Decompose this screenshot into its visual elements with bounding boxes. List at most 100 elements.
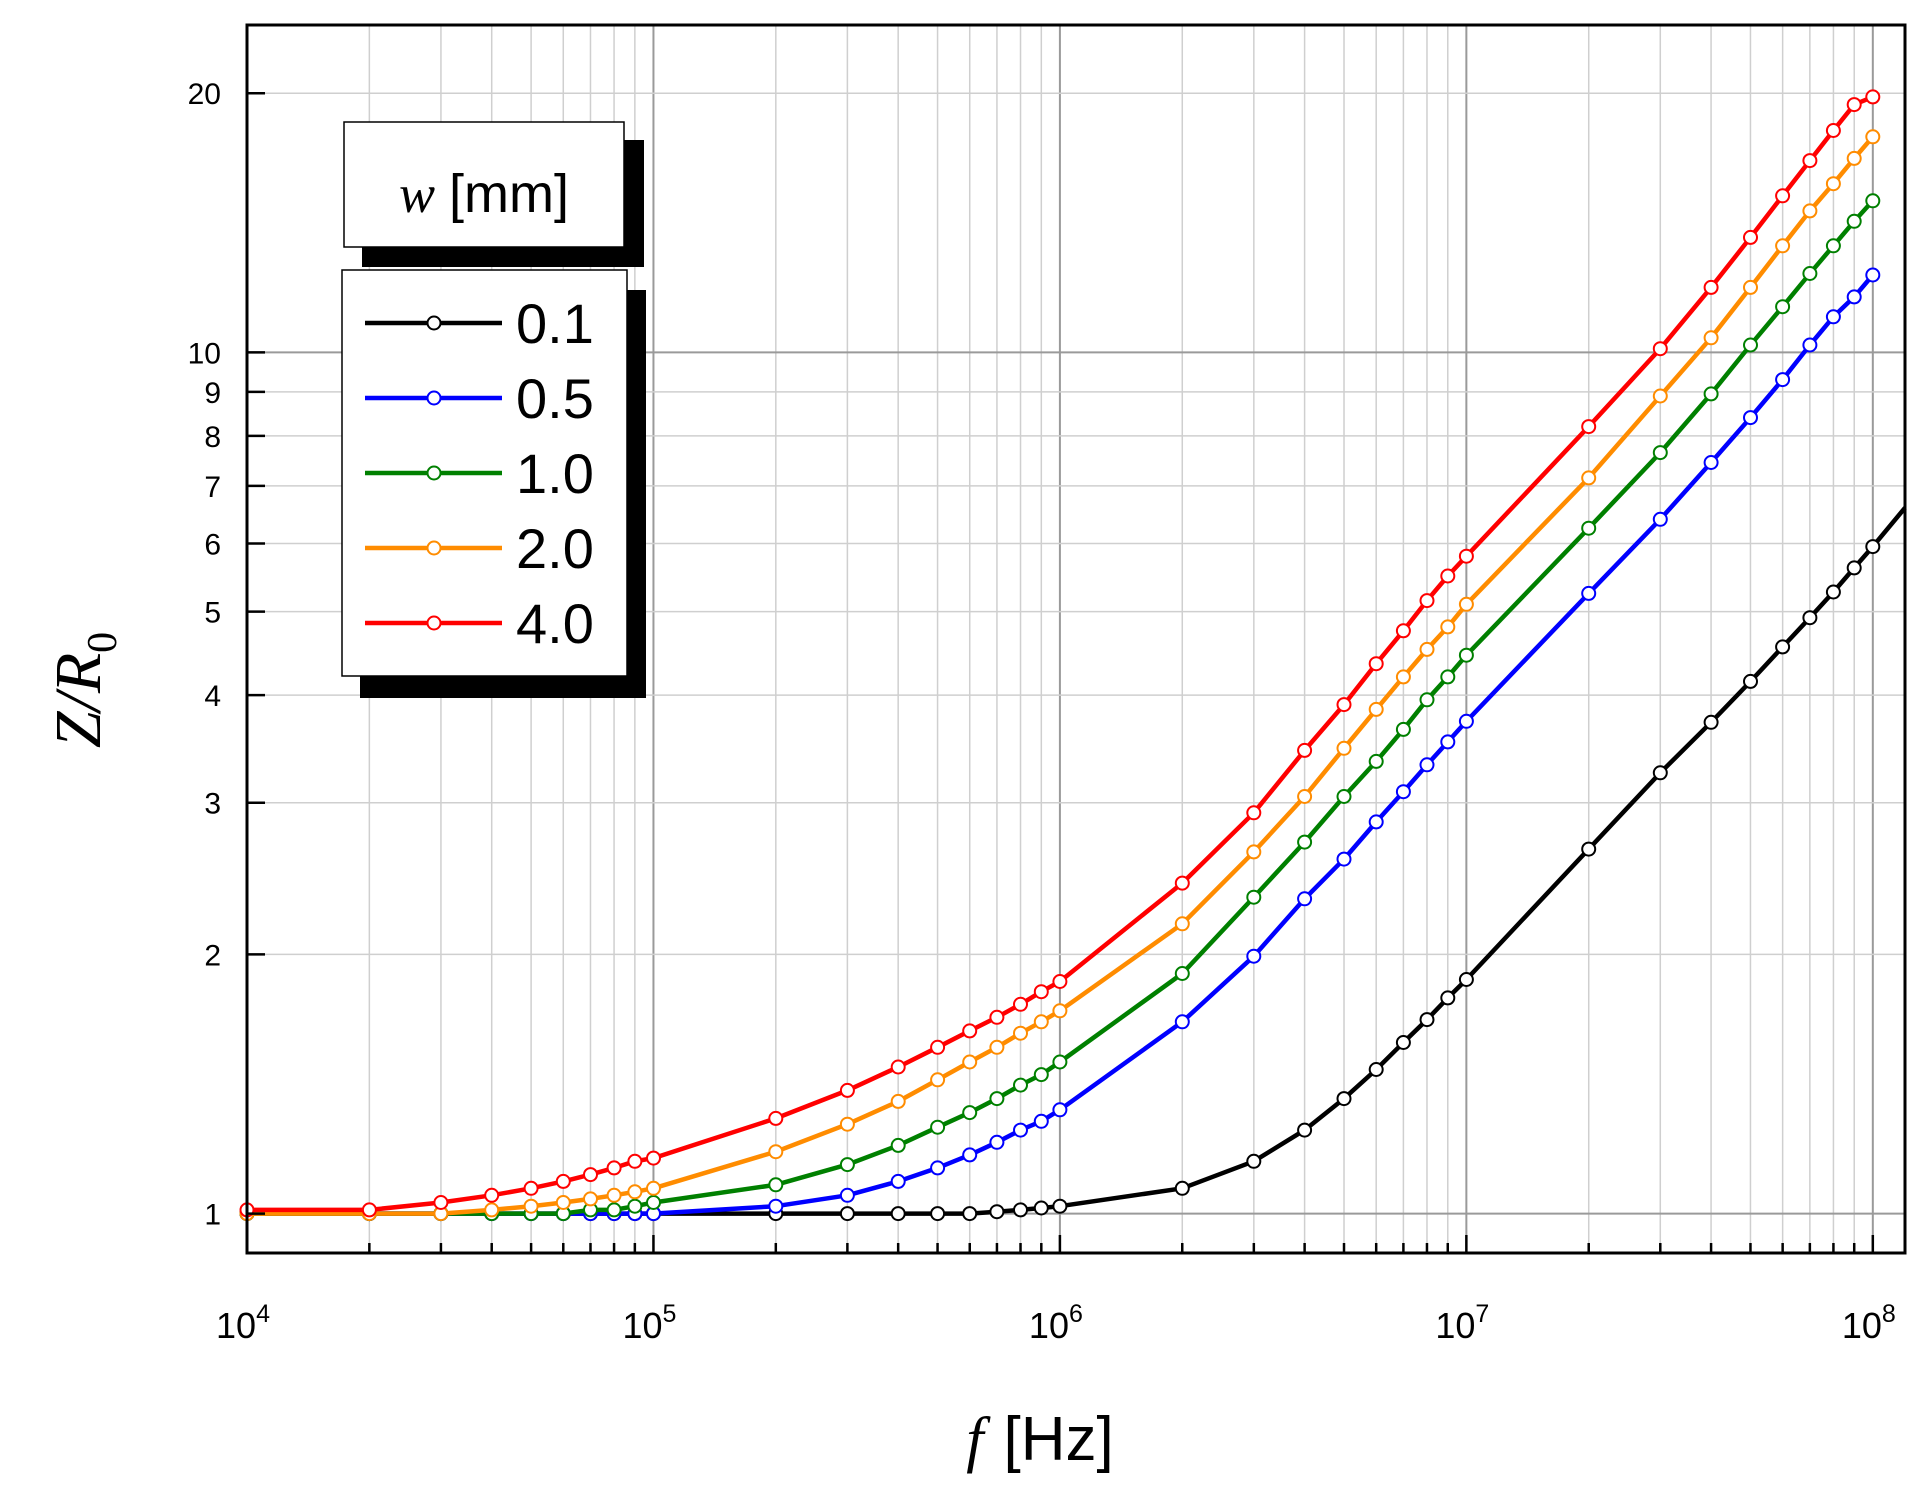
data-point bbox=[627, 1184, 643, 1200]
data-point bbox=[627, 1198, 643, 1214]
data-point bbox=[1174, 916, 1190, 932]
data-point bbox=[989, 1009, 1005, 1025]
data-point bbox=[1775, 188, 1791, 204]
data-point bbox=[1440, 734, 1456, 750]
data-point bbox=[1033, 1113, 1049, 1129]
data-point bbox=[1802, 266, 1818, 281]
data-point bbox=[1033, 1014, 1049, 1030]
data-point bbox=[646, 1180, 661, 1196]
data-point bbox=[1865, 539, 1881, 555]
data-point bbox=[1336, 1091, 1352, 1107]
legend-item: 4.0 bbox=[365, 592, 594, 655]
data-point bbox=[989, 1204, 1005, 1220]
data-point bbox=[1775, 238, 1791, 254]
data-point bbox=[1458, 548, 1474, 564]
data-point bbox=[606, 1160, 622, 1176]
data-point bbox=[606, 1187, 622, 1203]
data-point bbox=[839, 1082, 855, 1098]
data-point bbox=[1368, 753, 1384, 769]
data-point bbox=[1395, 784, 1411, 800]
data-point bbox=[1013, 1025, 1028, 1041]
data-point bbox=[1419, 593, 1435, 609]
data-point bbox=[1297, 742, 1313, 758]
y-axis-title: Z/R0 bbox=[42, 632, 126, 748]
data-point bbox=[1743, 673, 1758, 689]
data-point bbox=[1033, 1200, 1049, 1216]
data-point bbox=[1703, 455, 1719, 470]
data-point bbox=[1652, 445, 1668, 461]
data-point bbox=[1581, 470, 1597, 486]
data-point bbox=[361, 1202, 377, 1218]
data-point bbox=[1802, 203, 1818, 219]
data-point bbox=[1368, 814, 1384, 830]
data-point bbox=[1846, 560, 1862, 576]
data-point bbox=[1013, 996, 1028, 1012]
data-point bbox=[1297, 834, 1313, 850]
y-tick-label: 3 bbox=[204, 788, 221, 821]
data-point bbox=[1419, 692, 1435, 708]
legend-swatch-marker bbox=[426, 615, 442, 631]
x-tick-label: 107 bbox=[1435, 1300, 1489, 1346]
data-point bbox=[1440, 669, 1456, 685]
data-point bbox=[1846, 213, 1862, 229]
data-point bbox=[606, 1202, 622, 1218]
data-point bbox=[1802, 610, 1818, 626]
data-point bbox=[1846, 289, 1862, 305]
legend-label: 4.0 bbox=[516, 592, 594, 655]
legend-item: 0.5 bbox=[365, 367, 594, 430]
x-tick-label: 104 bbox=[216, 1300, 270, 1346]
data-point bbox=[1440, 990, 1456, 1006]
data-point bbox=[930, 1206, 946, 1222]
data-point bbox=[1775, 639, 1791, 655]
legend: w [mm] 0.1 0.5 1.0 2.0 4.0 bbox=[341, 121, 646, 698]
data-point bbox=[1246, 889, 1262, 905]
data-point bbox=[890, 1173, 906, 1189]
data-point bbox=[1336, 697, 1352, 713]
data-point bbox=[523, 1198, 539, 1214]
data-point bbox=[1013, 1202, 1028, 1218]
legend-swatch-marker bbox=[426, 465, 442, 481]
data-point bbox=[768, 1198, 784, 1214]
data-point bbox=[1802, 337, 1818, 353]
x-tick-label: 106 bbox=[1029, 1300, 1083, 1346]
y-tick-label: 8 bbox=[204, 421, 221, 454]
data-point bbox=[1802, 153, 1818, 169]
data-point bbox=[1652, 765, 1668, 781]
data-point bbox=[1033, 984, 1049, 1000]
data-point bbox=[555, 1195, 571, 1210]
data-point bbox=[1419, 641, 1435, 657]
data-point bbox=[1368, 656, 1384, 672]
data-point bbox=[962, 1105, 978, 1121]
x-tick-label: 108 bbox=[1842, 1300, 1896, 1346]
data-point bbox=[1052, 1102, 1068, 1118]
y-tick-label: 2 bbox=[204, 939, 221, 972]
data-point bbox=[646, 1195, 661, 1210]
data-point bbox=[1440, 619, 1456, 635]
data-point bbox=[930, 1039, 946, 1055]
data-point bbox=[1174, 1180, 1190, 1196]
data-point bbox=[1846, 97, 1862, 113]
data-point bbox=[1743, 410, 1758, 426]
y-tick-label: 6 bbox=[204, 528, 221, 561]
data-point bbox=[890, 1093, 906, 1109]
data-point bbox=[1368, 1062, 1384, 1077]
data-point bbox=[555, 1173, 571, 1189]
data-point bbox=[523, 1180, 539, 1196]
data-point bbox=[1581, 419, 1597, 435]
data-point bbox=[1743, 229, 1758, 245]
data-point bbox=[768, 1110, 784, 1126]
data-point bbox=[1775, 372, 1791, 388]
legend-title-box bbox=[343, 121, 625, 248]
data-point bbox=[484, 1202, 500, 1218]
axis-titles: f [Hz]Z/R0 bbox=[42, 632, 1114, 1474]
data-point bbox=[930, 1119, 946, 1135]
legend-title: w [mm] bbox=[399, 164, 569, 224]
legend-swatch-marker bbox=[426, 540, 442, 556]
y-tick-label: 4 bbox=[204, 680, 221, 713]
data-point bbox=[1419, 757, 1435, 773]
legend-item: 2.0 bbox=[365, 517, 594, 580]
data-point bbox=[1865, 193, 1881, 209]
data-point bbox=[890, 1059, 906, 1075]
data-point bbox=[930, 1160, 946, 1176]
data-point bbox=[839, 1116, 855, 1132]
